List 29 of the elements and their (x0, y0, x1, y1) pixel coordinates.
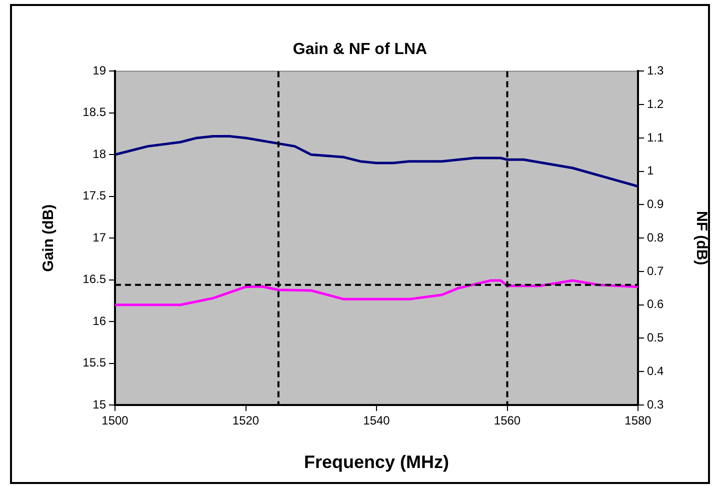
y2-tick-label: 1.3 (647, 64, 664, 78)
x-tick-label: 1540 (363, 414, 390, 428)
y2-tick-label: 1.2 (647, 96, 664, 111)
y-tick-label: 19 (92, 64, 106, 78)
y2-tick-label: 0.4 (647, 364, 664, 378)
y-tick-label: 15 (92, 397, 106, 412)
y2-tick-label: 0.6 (647, 297, 664, 312)
y2-tick-label: 0.5 (647, 330, 664, 345)
y-tick-label: 16.5 (82, 272, 106, 286)
y2-tick-label: 1.1 (647, 130, 664, 144)
x-tick-label: 1560 (494, 414, 521, 428)
y-tick-label: 16 (92, 314, 106, 328)
y-tick-label: 18.5 (82, 105, 106, 120)
y2-tick-label: 1 (647, 164, 654, 178)
x-tick-label: 1520 (232, 414, 260, 428)
y-tick-label: 18 (92, 146, 106, 161)
y2-tick-label: 0.7 (647, 264, 664, 278)
x-tick-label: 1580 (624, 414, 652, 428)
x-tick-label: 1500 (102, 414, 129, 428)
y2-tick-label: 0.9 (647, 197, 664, 212)
y2-axis-title: NF (dB) (692, 211, 710, 266)
y-tick-label: 17.5 (82, 188, 106, 203)
y2-tick-label: 0.8 (647, 230, 664, 244)
x-axis-title: Frequency (MHz) (304, 452, 450, 472)
y-tick-label: 17 (92, 230, 106, 244)
chart-title: Gain & NF of LNA (292, 41, 428, 58)
y-axis-title: Gain (dB) (40, 204, 58, 272)
y2-tick-label: 0.3 (647, 397, 664, 412)
y-tick-label: 15.5 (82, 356, 106, 370)
